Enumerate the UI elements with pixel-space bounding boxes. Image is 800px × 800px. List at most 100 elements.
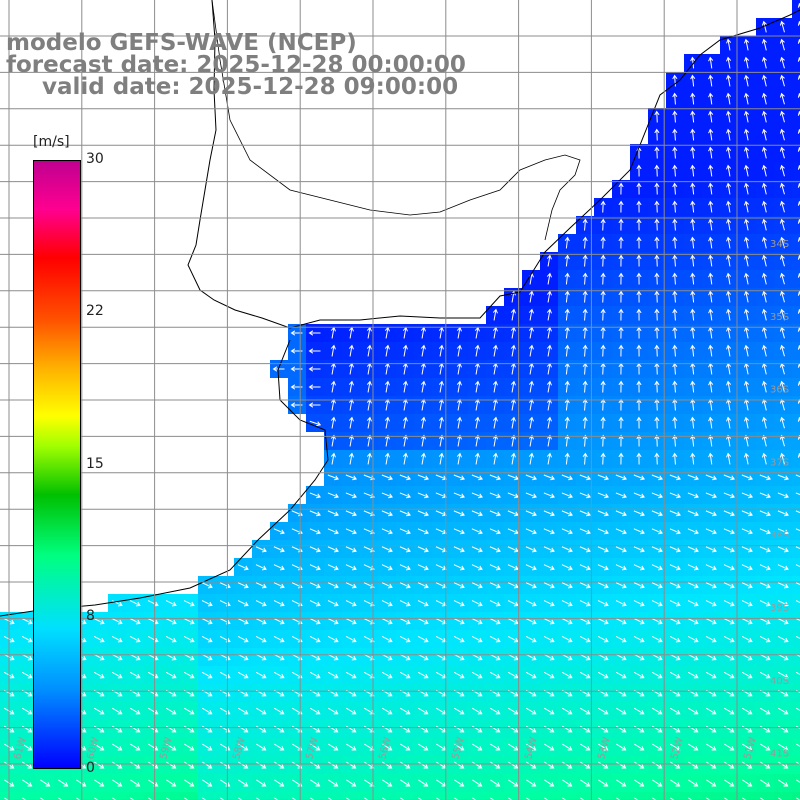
speed-cell <box>792 594 800 612</box>
wind-arrow <box>201 582 213 589</box>
wind-arrow <box>687 546 699 553</box>
wind-arrow <box>654 344 660 357</box>
wind-arrow <box>744 344 750 357</box>
speed-cell <box>792 684 800 702</box>
wind-arrow <box>381 671 393 679</box>
wind-arrow <box>328 743 339 751</box>
wind-arrow <box>779 416 785 429</box>
wind-arrow <box>669 528 681 535</box>
wind-arrow <box>255 618 267 625</box>
wind-arrow <box>724 779 735 787</box>
wind-arrow <box>582 290 588 303</box>
wind-arrow <box>795 528 800 532</box>
speed-cell <box>342 792 360 800</box>
wind-arrow <box>777 618 789 625</box>
wind-arrow <box>744 416 750 429</box>
wind-arrow <box>255 564 267 571</box>
wind-arrow <box>598 779 609 787</box>
wind-arrow <box>273 528 285 535</box>
wind-arrow <box>453 618 465 625</box>
wind-arrow <box>600 272 606 285</box>
wind-arrow <box>456 452 462 465</box>
wind-arrow <box>705 600 717 607</box>
wind-arrow <box>688 761 699 769</box>
speed-cell <box>324 792 342 800</box>
wind-arrow <box>456 344 462 357</box>
wind-arrow <box>346 743 357 751</box>
wind-arrow <box>597 528 609 535</box>
wind-arrow <box>598 797 603 800</box>
wind-arrow <box>399 636 411 643</box>
wind-arrow <box>672 380 678 393</box>
wind-arrow <box>708 146 714 159</box>
wind-arrow <box>744 200 750 213</box>
wind-arrow <box>744 452 750 465</box>
wind-arrow <box>237 600 249 607</box>
wind-arrow <box>654 272 660 285</box>
wind-arrow <box>272 366 285 372</box>
wind-arrow <box>492 308 498 321</box>
wind-arrow <box>726 290 732 303</box>
wind-arrow <box>582 434 588 447</box>
speed-cell <box>792 162 800 180</box>
wind-arrow <box>22 707 33 715</box>
wind-arrow <box>237 636 249 643</box>
wind-arrow <box>381 492 393 499</box>
wind-arrow <box>669 600 681 607</box>
speed-cell <box>792 720 800 738</box>
wind-arrow <box>525 600 537 607</box>
wind-arrow <box>436 797 441 800</box>
wind-arrow <box>366 380 372 393</box>
wind-arrow <box>652 707 663 715</box>
speed-cell <box>72 792 90 800</box>
wind-arrow <box>582 218 588 231</box>
wind-arrow <box>381 510 393 517</box>
speed-cell <box>306 792 324 800</box>
wind-arrow <box>489 671 501 679</box>
wind-arrow <box>129 636 141 643</box>
wind-arrow <box>348 434 354 447</box>
wind-arrow <box>779 200 785 213</box>
wind-arrow <box>238 779 249 787</box>
wind-arrow <box>400 707 411 715</box>
speed-cell <box>252 792 270 800</box>
wind-arrow <box>618 218 624 231</box>
wind-arrow <box>724 797 729 800</box>
wind-arrow <box>779 146 785 159</box>
wind-arrow <box>744 38 750 51</box>
wind-arrow <box>112 797 117 800</box>
wind-arrow <box>726 200 732 213</box>
wind-arrow <box>633 510 645 517</box>
speed-cell <box>666 792 684 800</box>
wind-arrow <box>723 474 736 481</box>
wind-arrow <box>183 636 195 643</box>
wind-arrow <box>760 779 771 787</box>
wind-arrow <box>345 474 358 481</box>
wind-arrow <box>761 20 767 33</box>
wind-arrow <box>382 779 393 787</box>
wind-arrow <box>147 636 159 643</box>
wind-arrow <box>779 434 785 447</box>
wind-arrow <box>633 474 646 481</box>
speed-cell <box>180 792 198 800</box>
wind-arrow <box>779 290 785 303</box>
wind-arrow <box>690 164 696 177</box>
wind-arrow <box>651 546 663 553</box>
wind-arrow <box>708 416 714 429</box>
wind-arrow <box>525 528 537 535</box>
wind-arrow <box>76 779 87 787</box>
wind-arrow <box>492 434 498 447</box>
wind-arrow <box>274 779 285 787</box>
wind-arrow <box>456 434 462 447</box>
wind-arrow <box>618 434 624 447</box>
wind-arrow <box>561 546 573 553</box>
wind-arrow <box>672 182 678 195</box>
wind-arrow <box>544 761 555 769</box>
wind-arrow <box>796 707 800 711</box>
speed-cell <box>792 702 800 720</box>
lat-label: 41S <box>770 749 789 760</box>
wind-arrow <box>327 492 339 499</box>
wind-arrow <box>580 779 591 787</box>
wind-arrow <box>651 582 663 589</box>
wind-arrow <box>364 797 369 800</box>
